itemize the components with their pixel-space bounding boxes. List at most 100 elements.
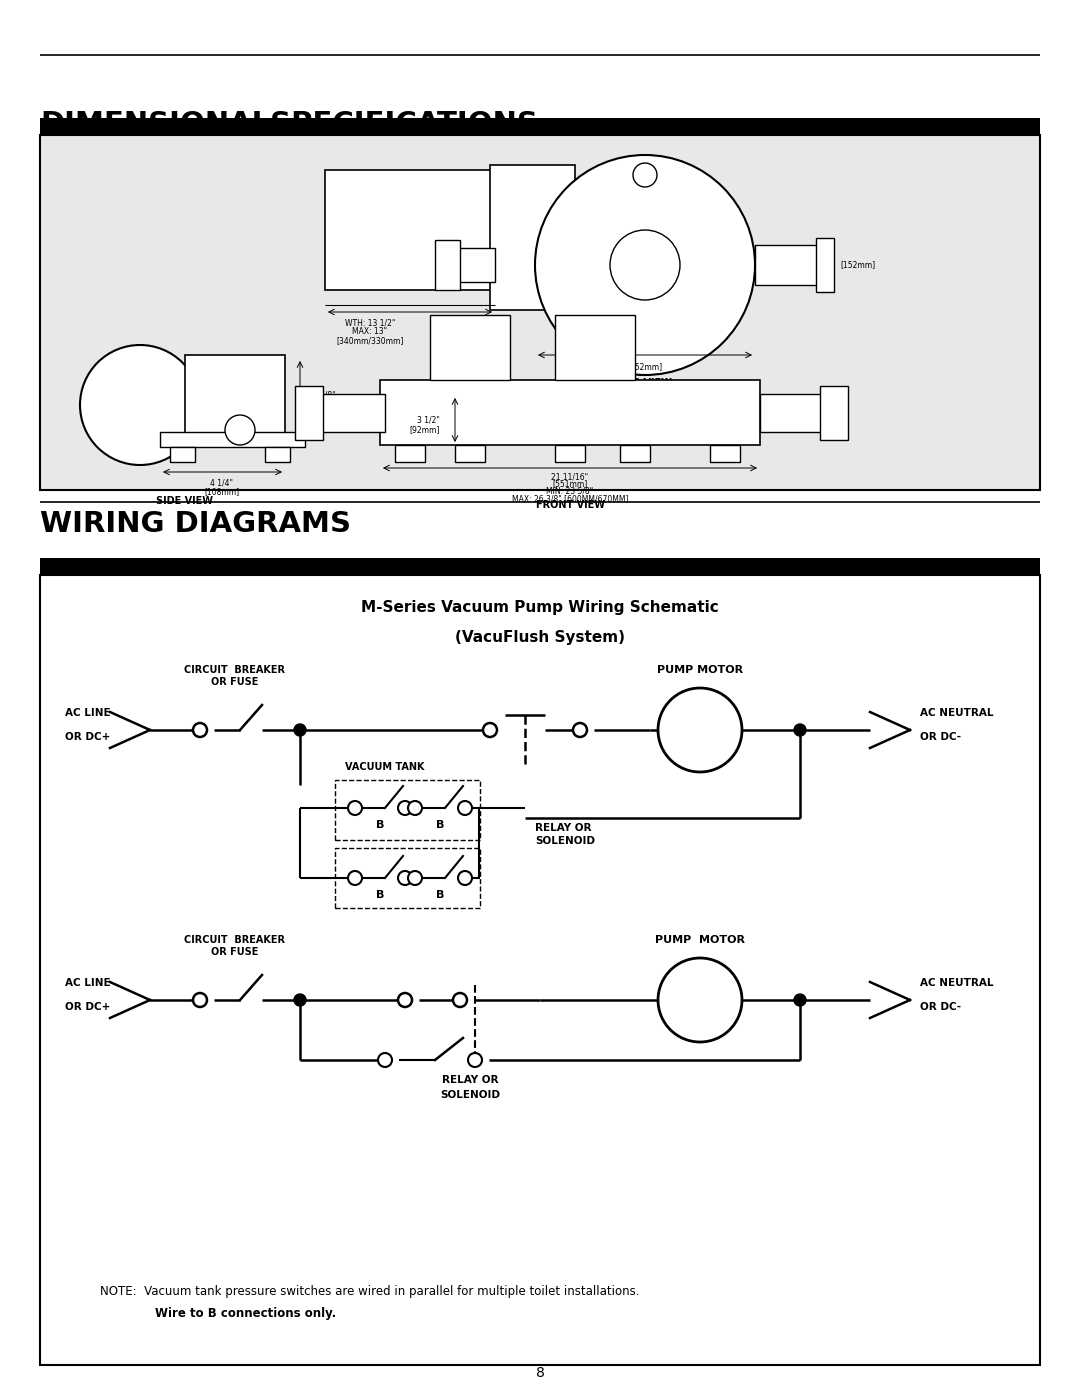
Text: [340mm/330mm]: [340mm/330mm] bbox=[336, 337, 404, 345]
Circle shape bbox=[193, 724, 207, 738]
Text: RELAY OR: RELAY OR bbox=[535, 823, 592, 833]
Text: OR FUSE: OR FUSE bbox=[212, 678, 259, 687]
Circle shape bbox=[193, 993, 207, 1007]
Circle shape bbox=[408, 800, 422, 814]
Circle shape bbox=[378, 1053, 392, 1067]
Circle shape bbox=[408, 870, 422, 886]
Text: (VacuFlush System): (VacuFlush System) bbox=[455, 630, 625, 645]
Text: AC NEUTRAL: AC NEUTRAL bbox=[920, 708, 994, 718]
Circle shape bbox=[348, 800, 362, 814]
Text: [92mm]: [92mm] bbox=[409, 426, 440, 434]
Text: PUMP MOTOR: PUMP MOTOR bbox=[657, 665, 743, 675]
Bar bbox=[325, 170, 495, 291]
Bar bbox=[40, 576, 1040, 1365]
Bar bbox=[490, 165, 575, 310]
Text: MAX: 26 3/8" [600MM/670MM]: MAX: 26 3/8" [600MM/670MM] bbox=[512, 495, 629, 503]
Text: B: B bbox=[436, 890, 444, 900]
Bar bbox=[185, 355, 285, 434]
Text: PUMP  MOTOR: PUMP MOTOR bbox=[654, 935, 745, 944]
Text: NOTE:  Vacuum tank pressure switches are wired in parallel for multiple toilet i: NOTE: Vacuum tank pressure switches are … bbox=[100, 1285, 639, 1298]
Bar bbox=[40, 557, 1040, 576]
Text: AC LINE: AC LINE bbox=[65, 708, 110, 718]
Bar bbox=[160, 432, 305, 447]
Text: MAX: 13": MAX: 13" bbox=[352, 327, 388, 337]
Text: 3 1/2": 3 1/2" bbox=[417, 415, 440, 425]
Circle shape bbox=[294, 995, 306, 1006]
Circle shape bbox=[399, 800, 411, 814]
Text: FRONT VIEW: FRONT VIEW bbox=[536, 500, 605, 510]
Circle shape bbox=[468, 1053, 482, 1067]
Bar bbox=[760, 394, 825, 432]
Bar bbox=[435, 240, 460, 291]
Text: SIDE VIEW: SIDE VIEW bbox=[157, 496, 214, 506]
Text: [551mm]: [551mm] bbox=[552, 479, 588, 488]
Text: WIRING DIAGRAMS: WIRING DIAGRAMS bbox=[40, 510, 351, 538]
Bar bbox=[170, 447, 195, 462]
Text: CIRCUIT  BREAKER: CIRCUIT BREAKER bbox=[185, 935, 285, 944]
Bar bbox=[755, 244, 820, 285]
Bar bbox=[555, 314, 635, 380]
Bar bbox=[816, 237, 834, 292]
Text: [152mm]: [152mm] bbox=[627, 362, 662, 372]
Bar bbox=[710, 446, 740, 462]
Text: B: B bbox=[376, 820, 384, 830]
Bar bbox=[40, 136, 1040, 490]
Text: M-Series Vacuum Pump Wiring Schematic: M-Series Vacuum Pump Wiring Schematic bbox=[361, 599, 719, 615]
Text: OR DC+: OR DC+ bbox=[65, 732, 110, 742]
Text: 21 11/16": 21 11/16" bbox=[552, 472, 589, 481]
Text: B: B bbox=[376, 890, 384, 900]
Circle shape bbox=[453, 993, 467, 1007]
Text: WTH: 13 1/2": WTH: 13 1/2" bbox=[345, 319, 395, 327]
Bar bbox=[320, 394, 384, 432]
Bar bbox=[265, 447, 291, 462]
Text: MIN: 23 5/8": MIN: 23 5/8" bbox=[546, 488, 594, 496]
Bar bbox=[555, 446, 585, 462]
Bar bbox=[335, 848, 480, 908]
Text: AC NEUTRAL: AC NEUTRAL bbox=[920, 978, 994, 988]
Circle shape bbox=[399, 993, 411, 1007]
Text: Wire to B connections only.: Wire to B connections only. bbox=[156, 1308, 336, 1320]
Text: 11 7/8": 11 7/8" bbox=[308, 391, 336, 400]
Text: [152mm]: [152mm] bbox=[840, 260, 875, 270]
Bar bbox=[455, 249, 495, 282]
Text: [302mm]: [302mm] bbox=[308, 401, 343, 409]
Bar bbox=[335, 780, 480, 840]
Text: [108mm]: [108mm] bbox=[204, 488, 240, 496]
Bar bbox=[295, 386, 323, 440]
Text: SOLENOID: SOLENOID bbox=[440, 1090, 500, 1099]
Circle shape bbox=[225, 415, 255, 446]
Text: B: B bbox=[436, 820, 444, 830]
Circle shape bbox=[294, 724, 306, 736]
Text: 8: 8 bbox=[536, 1366, 544, 1380]
Text: OR FUSE: OR FUSE bbox=[212, 947, 259, 957]
Text: CIRCUIT  BREAKER: CIRCUIT BREAKER bbox=[185, 665, 285, 675]
Bar bbox=[455, 446, 485, 462]
Circle shape bbox=[658, 958, 742, 1042]
Circle shape bbox=[658, 687, 742, 773]
Circle shape bbox=[80, 345, 200, 465]
Text: SOLENOID: SOLENOID bbox=[535, 835, 595, 847]
Text: OR DC-: OR DC- bbox=[920, 732, 961, 742]
Bar bbox=[395, 446, 426, 462]
Text: TOP VIEW: TOP VIEW bbox=[618, 379, 672, 388]
Circle shape bbox=[794, 995, 806, 1006]
Circle shape bbox=[794, 724, 806, 736]
Text: OR DC-: OR DC- bbox=[920, 1002, 961, 1011]
Circle shape bbox=[535, 155, 755, 374]
Bar bbox=[620, 446, 650, 462]
Text: AC LINE: AC LINE bbox=[65, 978, 110, 988]
Circle shape bbox=[483, 724, 497, 738]
Circle shape bbox=[458, 800, 472, 814]
Circle shape bbox=[610, 231, 680, 300]
Text: VACUUM TANK: VACUUM TANK bbox=[346, 761, 424, 773]
Circle shape bbox=[573, 724, 588, 738]
Text: DIMENSIONALSPECIFICATIONS: DIMENSIONALSPECIFICATIONS bbox=[40, 110, 538, 138]
Circle shape bbox=[348, 870, 362, 886]
Circle shape bbox=[633, 163, 657, 187]
Bar bbox=[380, 380, 760, 446]
Circle shape bbox=[399, 870, 411, 886]
Circle shape bbox=[458, 870, 472, 886]
Text: RELAY OR: RELAY OR bbox=[442, 1076, 498, 1085]
Bar bbox=[430, 314, 510, 380]
Bar bbox=[820, 386, 848, 440]
